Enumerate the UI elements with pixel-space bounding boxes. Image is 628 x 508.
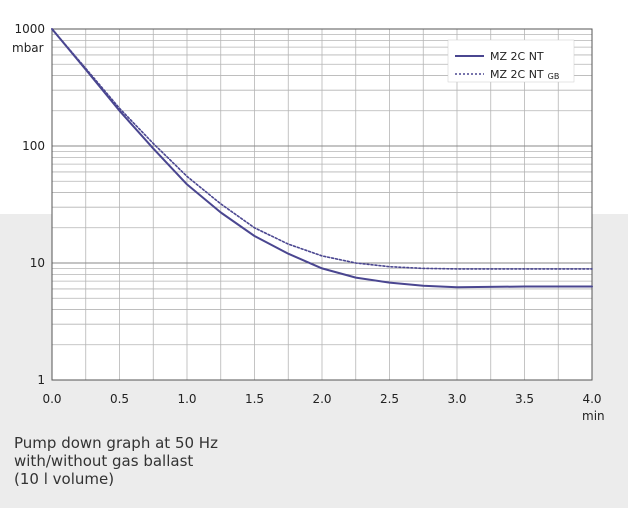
- caption-line-1: Pump down graph at 50 Hz: [14, 434, 218, 452]
- x-tick-label: 2.0: [312, 392, 331, 406]
- series-layer: [51, 28, 593, 289]
- plot-frame: [51, 28, 593, 381]
- legend-label-2-main: MZ 2C NT: [490, 68, 544, 81]
- caption: Pump down graph at 50 Hz with/without ga…: [14, 434, 414, 488]
- x-tick-label: 0.0: [42, 392, 61, 406]
- legend: MZ 2C NT MZ 2C NT GB: [447, 39, 575, 83]
- legend-label-2: MZ 2C NT GB: [490, 68, 559, 81]
- legend-box: [447, 39, 575, 83]
- legend-label-2-sub: GB: [548, 72, 560, 81]
- x-tick-label: 1.0: [177, 392, 196, 406]
- y-tick-label: 1000: [14, 22, 45, 36]
- x-tick-label: 2.5: [380, 392, 399, 406]
- pump-down-chart: 0.0 0.5 1.0 1.5 2.0 2.5 3.0 3.5 4.0 1000 100 10 1 mb…: [12, 22, 605, 423]
- x-tick-label: 0.5: [110, 392, 129, 406]
- x-tick-label: 3.0: [447, 392, 466, 406]
- y-tick-label: 1: [37, 373, 45, 387]
- series-line-1: [51, 28, 593, 289]
- x-tick-label: 1.5: [245, 392, 264, 406]
- caption-line-2: with/without gas ballast: [14, 452, 194, 470]
- y-tick-label: 10: [30, 256, 45, 270]
- legend-label-1: MZ 2C NT: [490, 50, 544, 63]
- y-tick-label: 100: [22, 139, 45, 153]
- caption-line-3: (10 l volume): [14, 470, 115, 488]
- y-unit-label: mbar: [12, 41, 44, 55]
- series-line-2: [51, 28, 593, 270]
- x-tick-label: 3.5: [515, 392, 534, 406]
- tick-labels: 0.0 0.5 1.0 1.5 2.0 2.5 3.0 3.5 4.0 1000 100 10 1: [14, 22, 601, 406]
- x-tick-label: 4.0: [582, 392, 601, 406]
- x-unit-label: min: [582, 409, 605, 423]
